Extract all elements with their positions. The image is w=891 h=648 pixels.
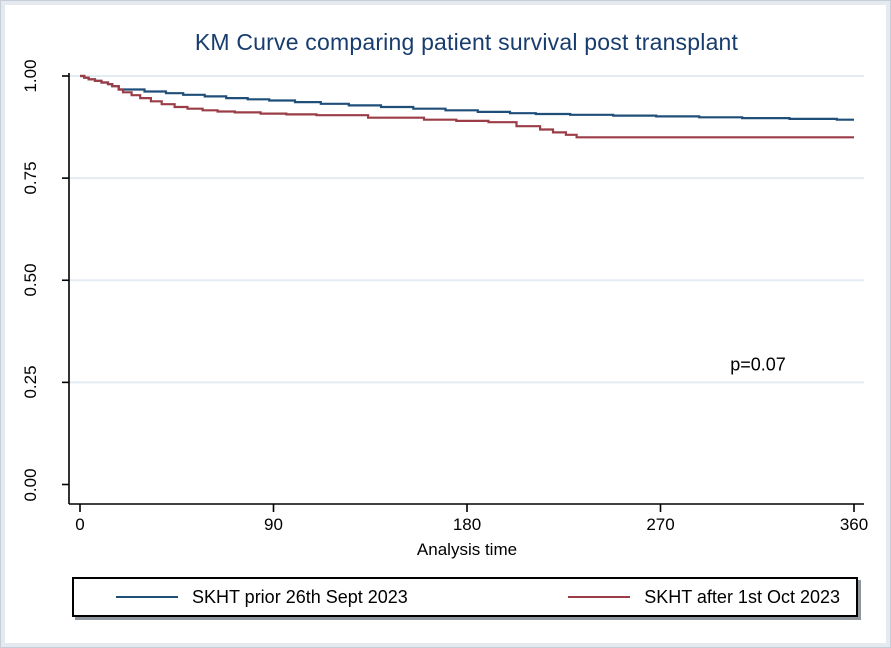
x-tick-label: 270 [646, 515, 675, 534]
axes [62, 73, 864, 512]
legend-box: SKHT prior 26th Sept 2023 SKHT after 1st… [72, 577, 858, 617]
y-tick-label: 0.50 [21, 263, 40, 297]
legend-entry-prior: SKHT prior 26th Sept 2023 [116, 587, 408, 608]
chart-title: KM Curve comparing patient survival post… [194, 29, 739, 55]
y-tick-label: 1.00 [21, 59, 40, 93]
km-curve-0 [80, 74, 854, 121]
y-tick-label: 0.75 [21, 161, 40, 195]
gridlines [69, 75, 864, 384]
survival-curves [80, 74, 854, 139]
legend-label-prior: SKHT prior 26th Sept 2023 [192, 586, 408, 607]
x-tick-label: 90 [264, 515, 283, 534]
legend-label-after: SKHT after 1st Oct 2023 [644, 586, 840, 607]
km-curve-1 [80, 74, 854, 139]
p-value-annotation: p=0.07 [730, 354, 786, 375]
y-tick-label: 0.00 [21, 467, 40, 502]
x-tick-label: 360 [839, 515, 869, 534]
legend-line-swatch-prior [116, 596, 178, 598]
y-tick-label: 0.25 [21, 365, 40, 399]
x-axis-title: Analysis time [416, 540, 518, 559]
legend-entry-after: SKHT after 1st Oct 2023 [568, 587, 840, 608]
x-tick-label: 180 [452, 515, 482, 534]
x-tick-label: 0 [75, 515, 85, 534]
legend-line-swatch-after [568, 596, 631, 598]
